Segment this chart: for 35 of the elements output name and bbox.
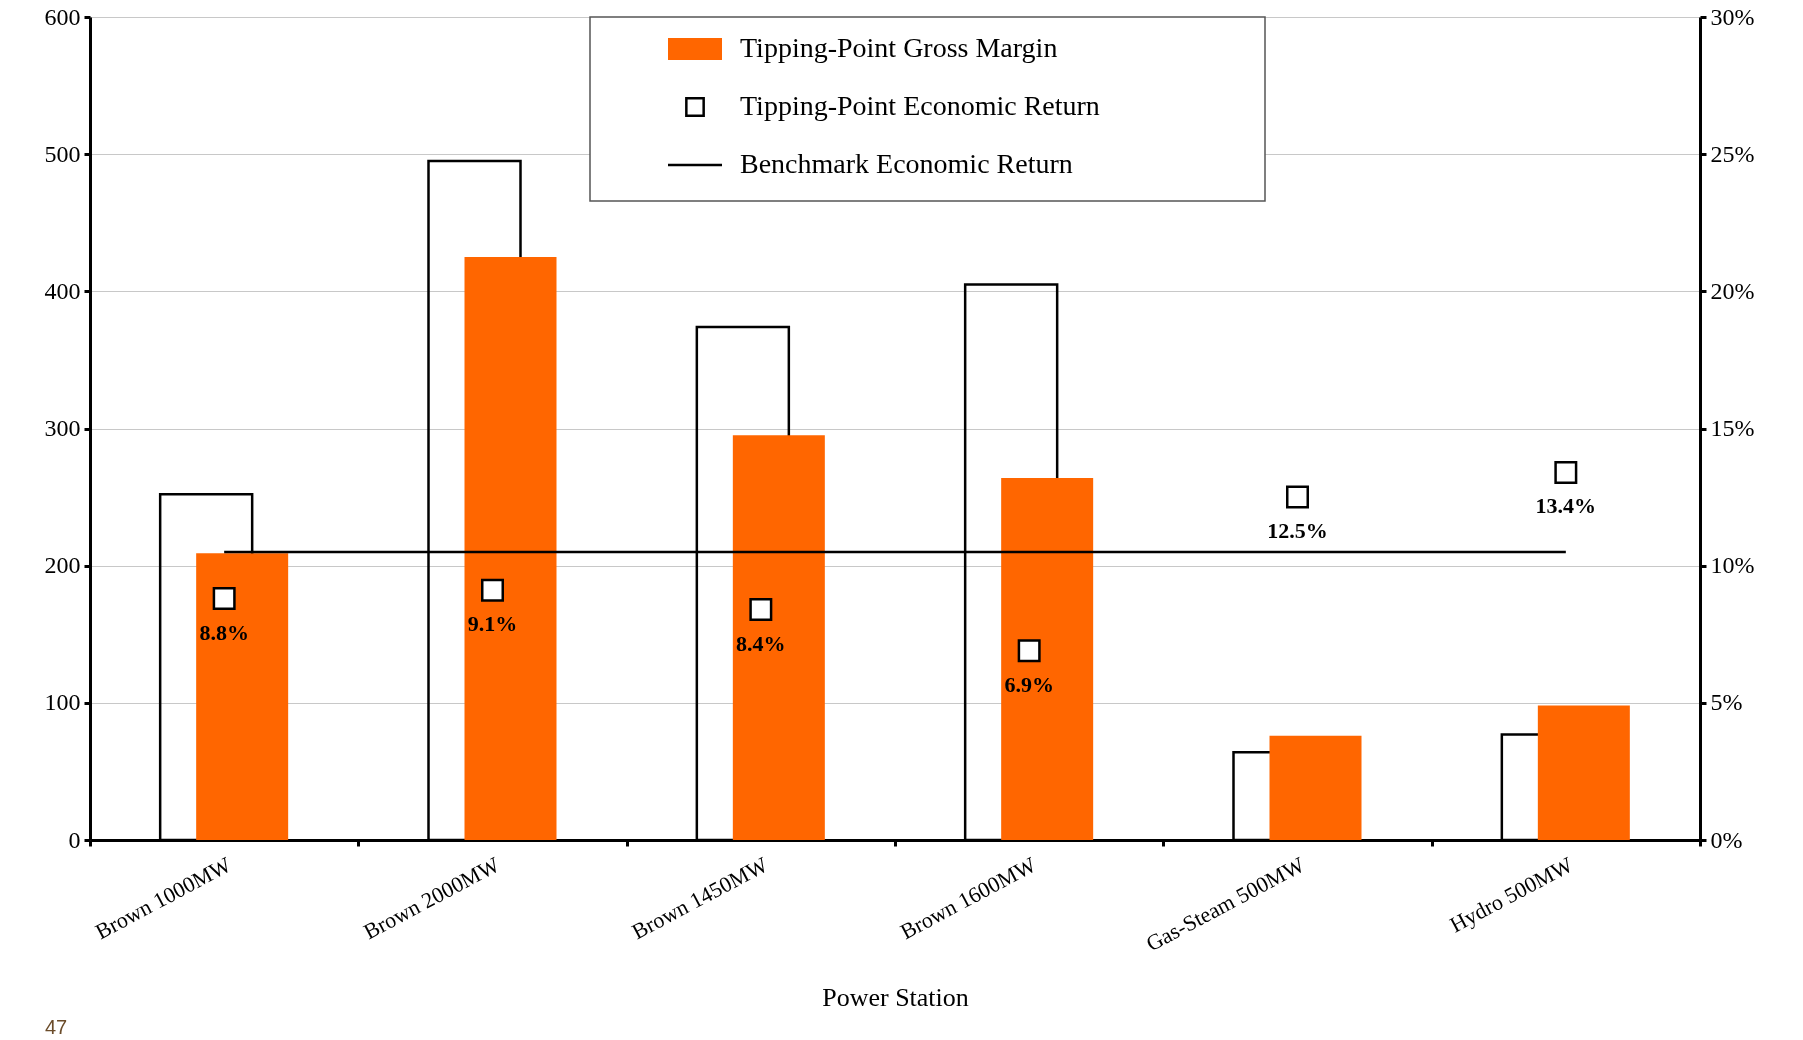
data-label: 9.1% bbox=[467, 611, 518, 637]
y2-tick-label: 20% bbox=[1710, 277, 1755, 304]
y2-tick-label: 5% bbox=[1710, 689, 1743, 716]
legend-label: Tipping-Point Economic Return bbox=[740, 90, 1100, 121]
data-label: 6.9% bbox=[1004, 671, 1054, 697]
y2-tick-label: 25% bbox=[1710, 140, 1755, 167]
bar bbox=[1269, 735, 1362, 840]
y-tick-label: 300 bbox=[44, 415, 81, 441]
legend-label: Benchmark Economic Return bbox=[740, 148, 1073, 179]
bar bbox=[1537, 705, 1630, 840]
point bbox=[749, 598, 773, 622]
y2-tick-label: 10% bbox=[1710, 552, 1755, 579]
y-tick-label: 500 bbox=[44, 140, 81, 167]
y-tick-label: 100 bbox=[44, 689, 81, 716]
y-tick-label: 200 bbox=[44, 552, 81, 579]
bar bbox=[464, 257, 557, 840]
point bbox=[481, 578, 504, 602]
y2-tick-label: 30% bbox=[1710, 3, 1755, 30]
y2-tick-label: 0% bbox=[1710, 826, 1743, 853]
point bbox=[1017, 639, 1041, 663]
data-label: 12.5% bbox=[1267, 518, 1328, 544]
bar bbox=[732, 435, 825, 840]
bar bbox=[196, 553, 289, 840]
x-axis-title: Power Station bbox=[822, 983, 969, 1013]
y2-tick-label: 15% bbox=[1710, 415, 1755, 441]
bar bbox=[1001, 477, 1094, 840]
y-tick-label: 400 bbox=[44, 277, 81, 304]
data-label: 8.8% bbox=[199, 619, 249, 645]
point bbox=[212, 587, 236, 611]
y-tick-label: 0 bbox=[68, 826, 81, 853]
data-label: 13.4% bbox=[1535, 493, 1597, 519]
legend-label: Tipping-Point Gross Margin bbox=[740, 32, 1058, 63]
text: 47 bbox=[45, 1016, 68, 1038]
data-label: 8.4% bbox=[736, 630, 786, 656]
y-tick-label: 600 bbox=[44, 3, 81, 30]
